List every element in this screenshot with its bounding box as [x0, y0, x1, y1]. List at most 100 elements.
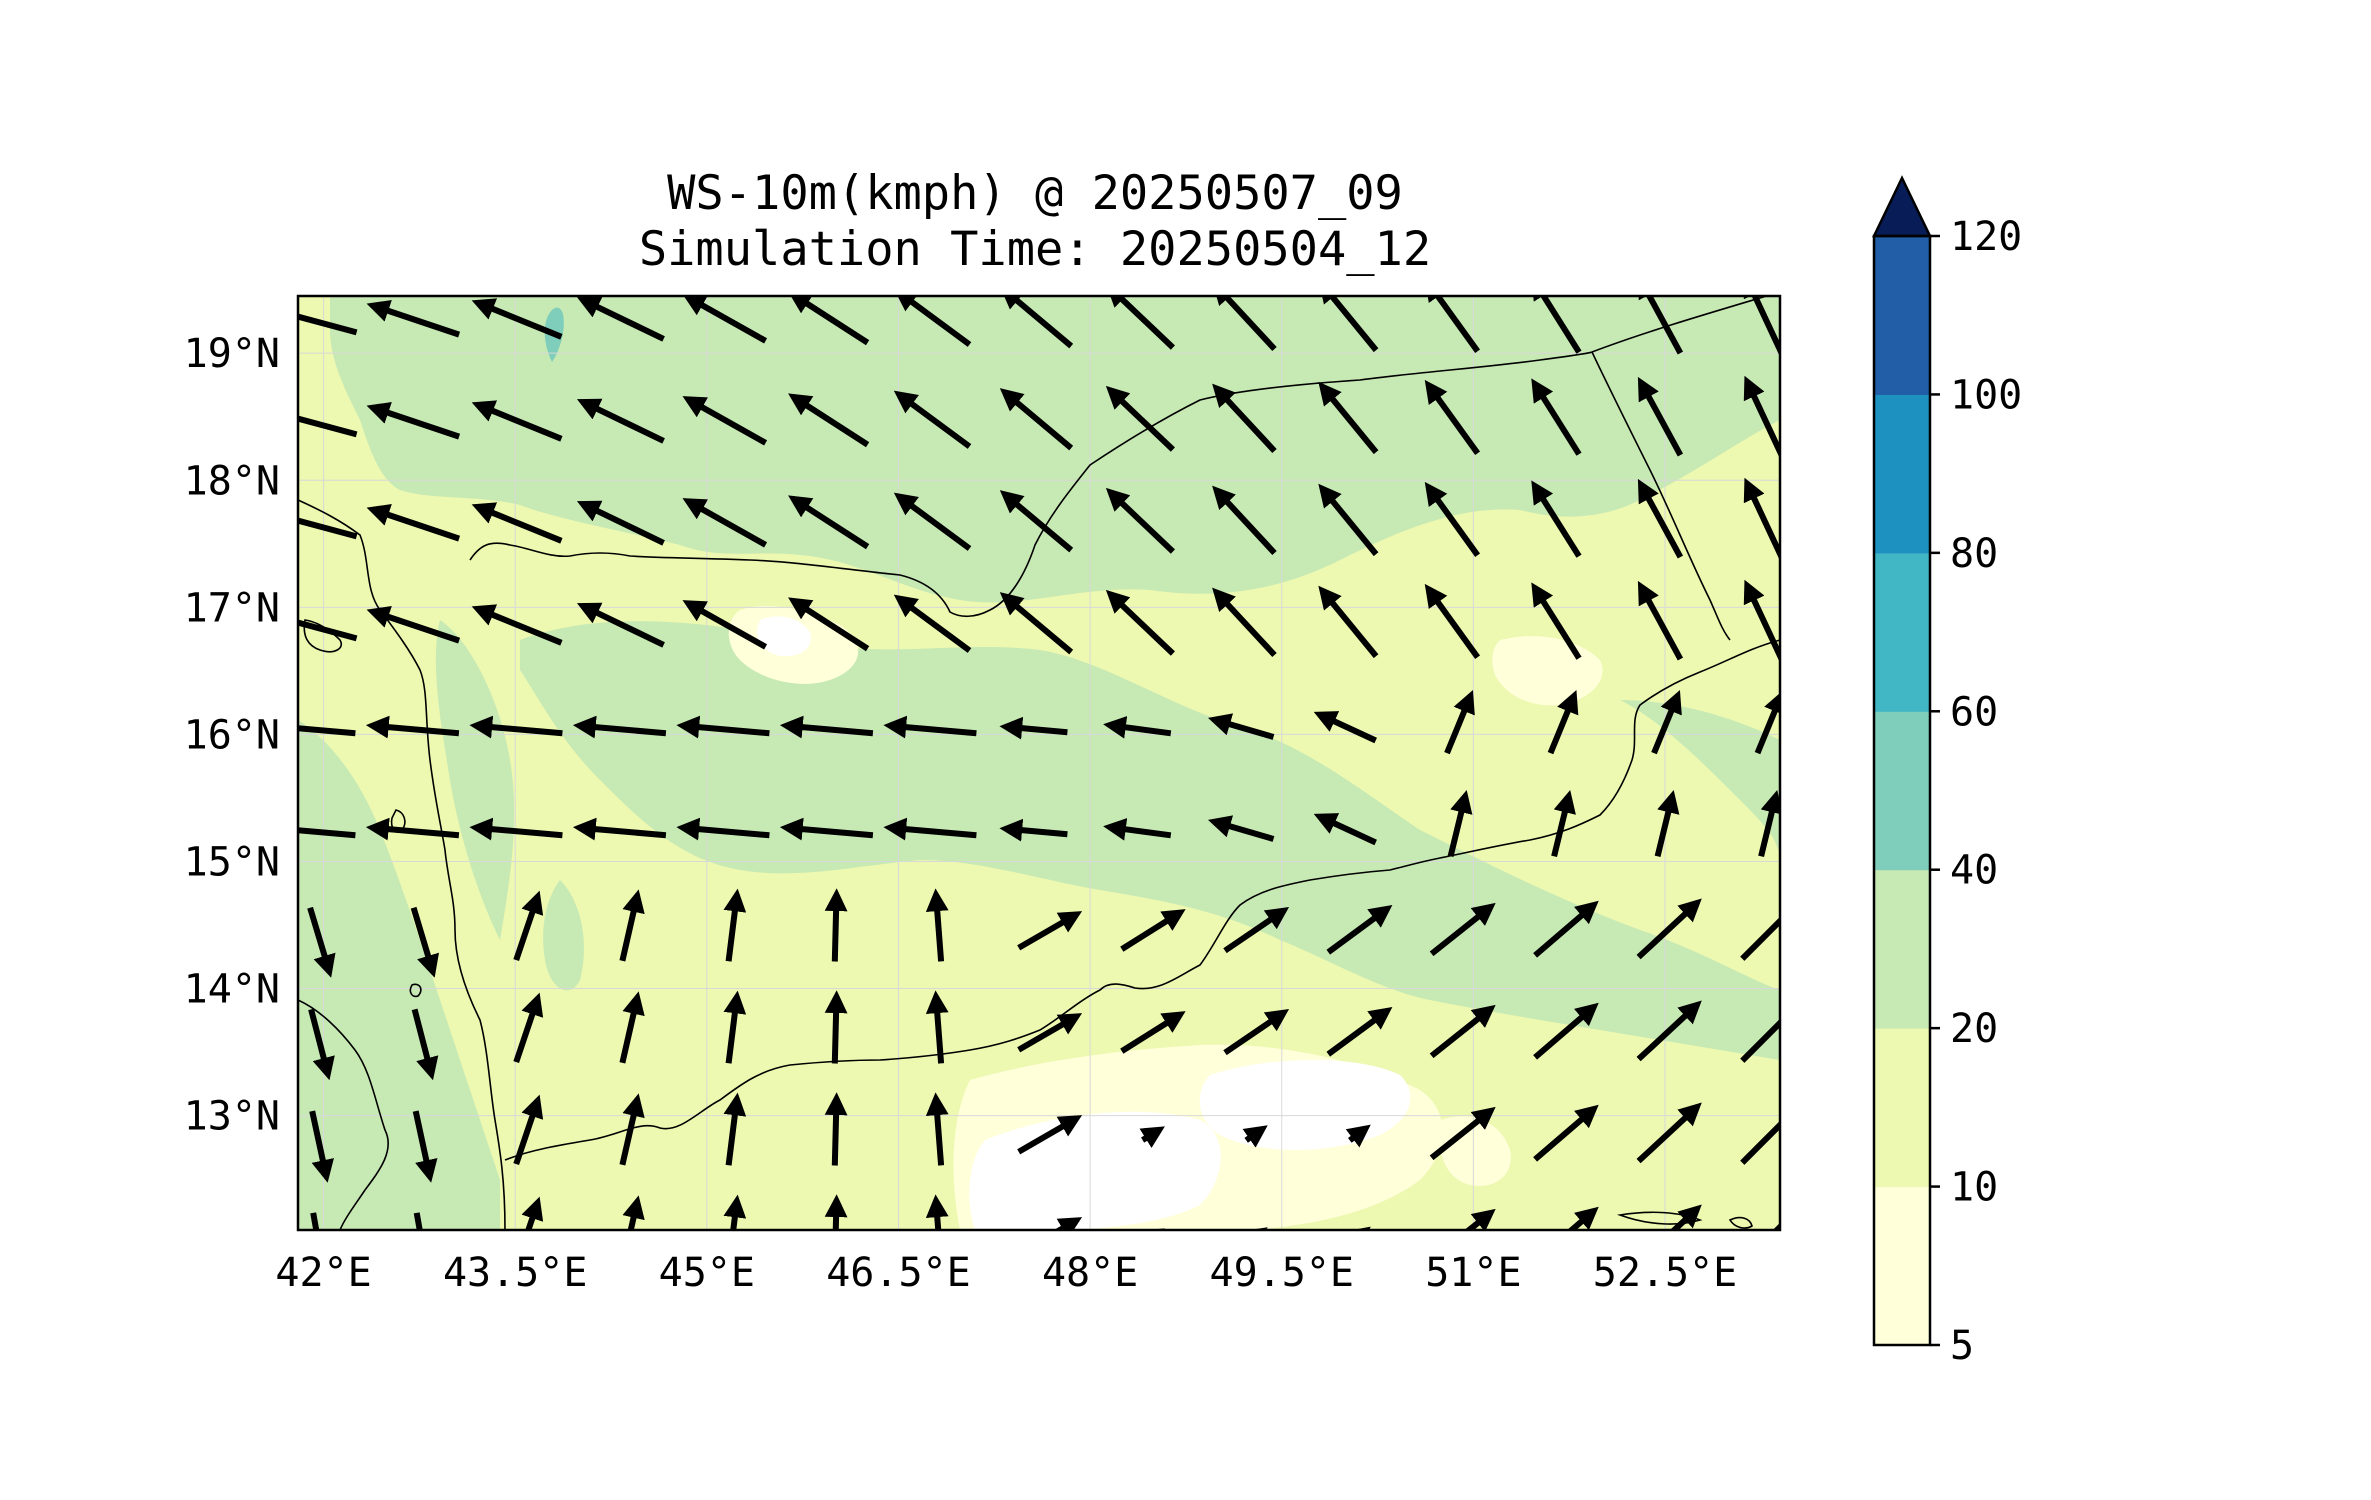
island-3	[409, 983, 422, 998]
wind-arrow	[576, 500, 665, 546]
wind-arrow	[925, 990, 949, 1064]
colorbar-swatch	[1874, 711, 1930, 871]
colorbar-swatch	[1874, 869, 1930, 1029]
wind-arrow	[471, 298, 563, 340]
wind-arrow	[824, 888, 848, 962]
wind-arrow	[1313, 711, 1377, 744]
wind-arrow	[1017, 911, 1083, 951]
wind-arrow	[925, 888, 949, 962]
wind-arrow	[619, 889, 645, 962]
map-frame	[296, 294, 1782, 1232]
wind-arrow	[1318, 296, 1379, 353]
wind-arrow	[1212, 587, 1277, 658]
wind-arrow	[1313, 813, 1377, 846]
wind-arrow	[723, 1194, 747, 1230]
wind-arrow	[307, 906, 336, 978]
coastlines-and-borders	[298, 296, 1780, 1230]
wind-arrow	[1464, 1208, 1496, 1230]
wind-arrow	[1743, 375, 1780, 457]
wind-arrow	[1223, 1009, 1290, 1056]
wind-arrow	[513, 1094, 544, 1166]
latitude-axis: 19°N 18°N 17°N 16°N 15°N 14°N 13°N	[184, 331, 280, 1139]
lon-tick-label: 42°E	[275, 1250, 371, 1296]
colorbar-frame	[1872, 234, 1932, 1347]
wind-arrow	[893, 492, 972, 551]
colorbar-label: 100	[1950, 372, 2022, 418]
wind-arrow	[619, 991, 645, 1064]
wind-arrow	[471, 502, 563, 544]
wind-arrow	[1207, 815, 1275, 842]
wind-arrow	[1318, 585, 1379, 659]
lon-tick-label: 49.5°E	[1209, 1250, 1354, 1296]
wind-arrow	[682, 498, 768, 548]
wind-arrow	[513, 992, 544, 1064]
wind-arrow	[682, 396, 768, 446]
wind-arrow	[893, 296, 972, 347]
wind-arrow	[1547, 690, 1579, 755]
wind-arrow	[1429, 902, 1496, 957]
wind-arrow	[1636, 1000, 1702, 1062]
wind-arrow	[1567, 1206, 1599, 1230]
colorbar-swatch	[1874, 552, 1930, 712]
colorbar-label: 120	[1950, 214, 2022, 260]
wind-arrow	[310, 1212, 320, 1230]
wind-arrow	[999, 388, 1074, 451]
wind-arrow	[1424, 379, 1481, 456]
wind-arrow	[1223, 907, 1290, 954]
wind-arrow	[1242, 1227, 1268, 1230]
wind-arrow	[893, 390, 972, 449]
colorbar-label: 80	[1950, 531, 1998, 577]
lat-tick-label: 17°N	[184, 585, 280, 631]
wind-arrow	[622, 1195, 645, 1230]
wind-arrow	[999, 490, 1074, 553]
colorbar-label: 10	[1950, 1165, 1998, 1211]
wind-arrow	[1212, 485, 1277, 556]
colorbar-swatch	[1874, 1028, 1930, 1188]
wind-arrow	[788, 393, 870, 448]
wind-arrow	[1743, 579, 1780, 661]
wind-arrow	[676, 817, 770, 841]
wind-arrow	[1531, 296, 1582, 354]
island-5	[1728, 1216, 1753, 1229]
wind-arrow	[788, 597, 870, 652]
wind-arrow	[309, 1110, 334, 1183]
lon-tick-label: 51°E	[1425, 1250, 1521, 1296]
wind-arrow	[619, 1093, 645, 1166]
oman-border	[1591, 351, 1731, 641]
wind-arrow	[788, 495, 870, 550]
wind-arrow	[469, 817, 563, 841]
wind-arrow	[365, 715, 460, 739]
wind-arrow	[1105, 487, 1175, 554]
wind-arrow	[469, 715, 563, 739]
wind-arrow	[1242, 1125, 1268, 1148]
lon-tick-label: 46.5°E	[826, 1250, 971, 1296]
wind-arrow	[1103, 818, 1172, 841]
wind-arrow	[1447, 789, 1473, 858]
colorbar-label: 5	[1950, 1323, 1974, 1369]
wind-arrow	[788, 296, 870, 346]
wind-arrow	[1637, 478, 1684, 559]
wind-arrow	[572, 817, 667, 841]
wind-arrow	[723, 990, 747, 1064]
wind-arrow	[572, 715, 667, 739]
wind-arrow	[1017, 1013, 1083, 1053]
colorbar-label: 60	[1950, 689, 1998, 735]
wind-arrow	[1424, 481, 1481, 558]
wind-arrow	[1120, 1011, 1186, 1054]
wind-arrow	[471, 400, 563, 442]
wind-arrow	[1212, 383, 1277, 454]
wind-arrow	[1139, 1126, 1165, 1148]
wind-arrow	[1212, 296, 1277, 352]
wind-arrow	[576, 296, 665, 342]
wind-arrow	[1318, 483, 1379, 557]
lon-tick-label: 45°E	[659, 1250, 755, 1296]
wind-arrow	[366, 606, 461, 644]
wind-arrow	[1651, 690, 1682, 755]
map-subtitle: Simulation Time: 20250504_12	[638, 222, 1432, 277]
wind-arrow	[513, 890, 544, 962]
wind-arrow	[1531, 582, 1582, 660]
wind-arrow	[1429, 1004, 1496, 1059]
red-sea-coastline	[298, 499, 506, 1230]
colorbar-label: 20	[1950, 1006, 1998, 1052]
